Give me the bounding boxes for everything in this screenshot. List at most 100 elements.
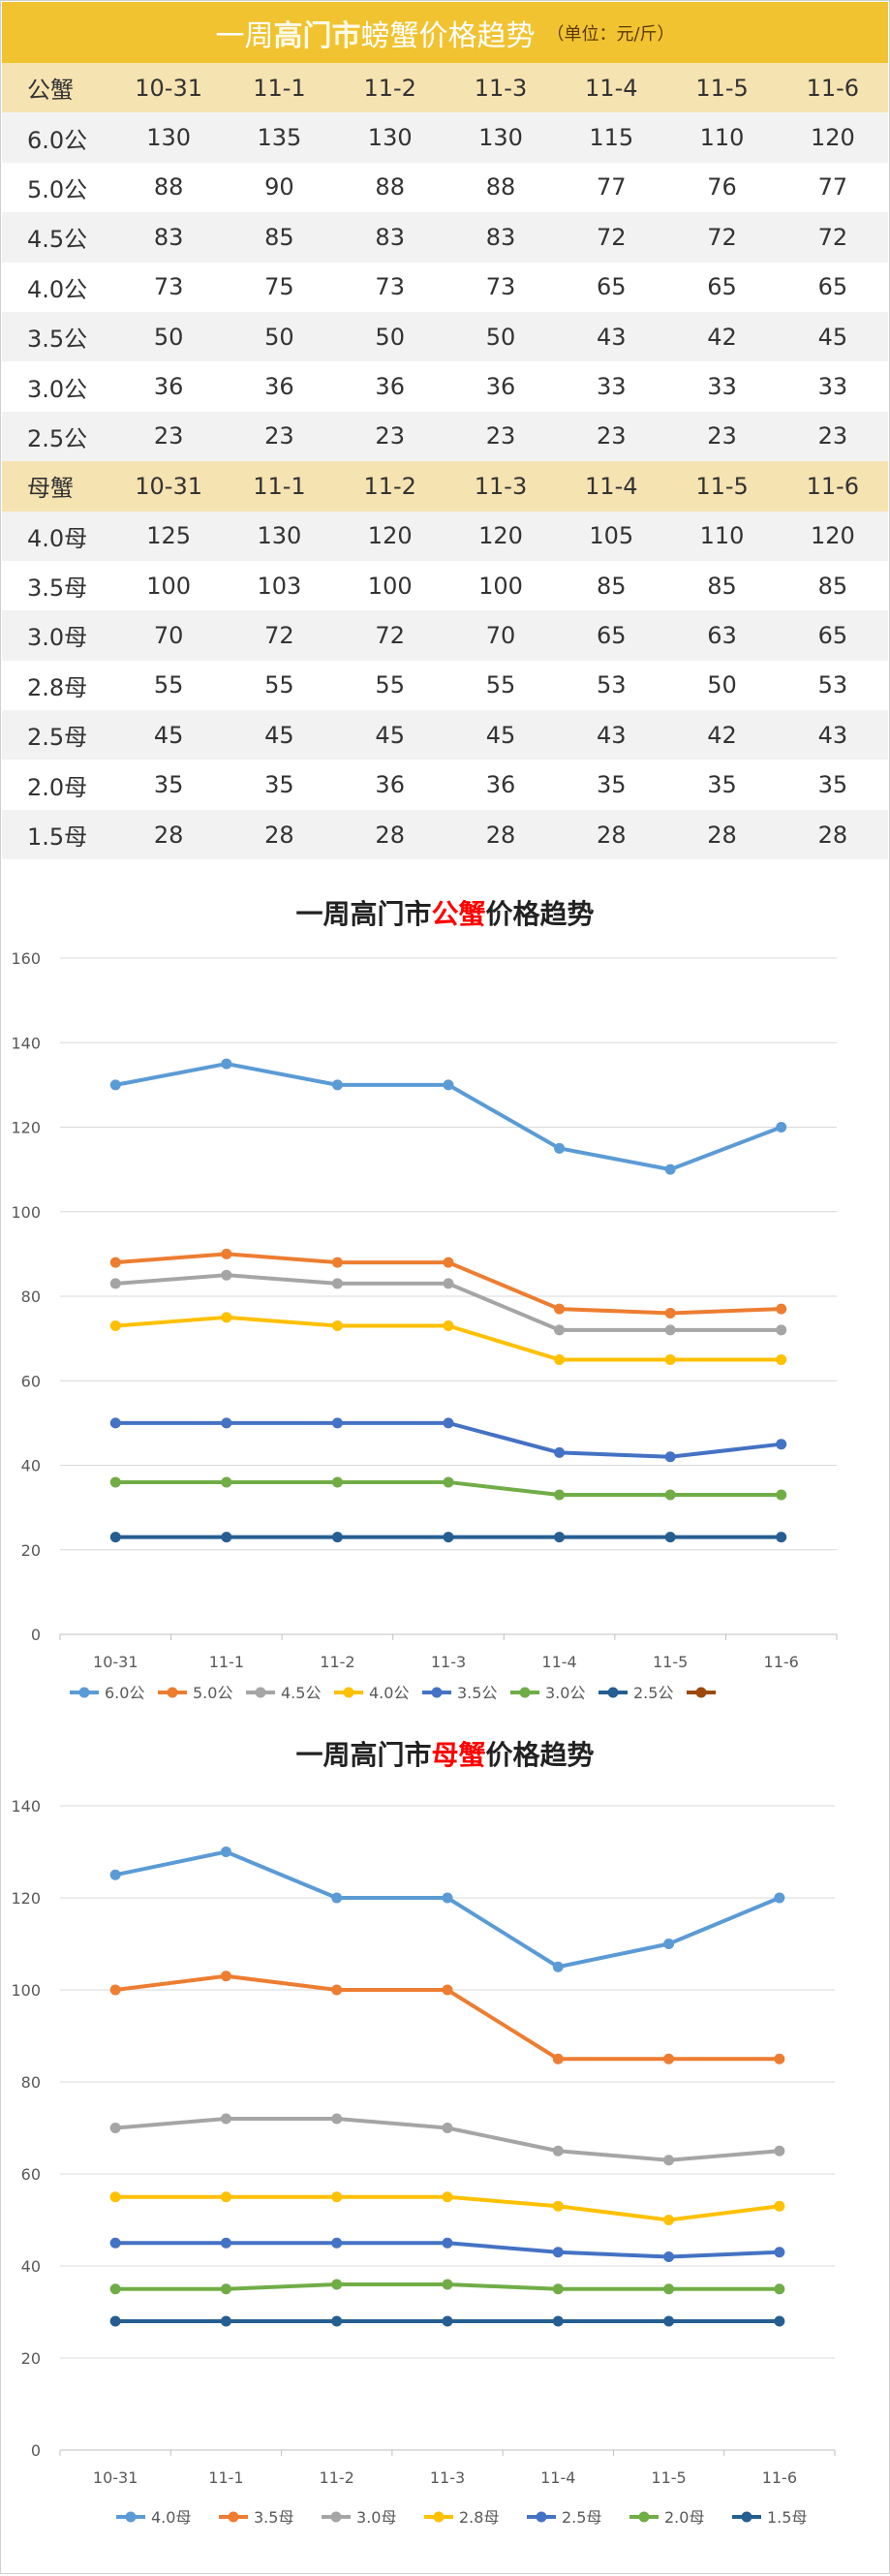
data-point <box>776 1324 787 1336</box>
data-point <box>443 1320 454 1332</box>
price-cell: 72 <box>224 610 335 661</box>
price-cell: 45 <box>777 311 888 362</box>
legend-label: 3.5母 <box>254 2508 293 2527</box>
data-point <box>663 2155 675 2166</box>
legend-label: 4.5公 <box>281 1684 321 1702</box>
price-cell: 11-5 <box>666 63 778 113</box>
data-point <box>109 1984 121 1996</box>
data-point <box>663 2283 675 2295</box>
data-point <box>220 2315 231 2327</box>
y-tick-label: 20 <box>21 2349 41 2368</box>
price-cell: 135 <box>224 112 335 163</box>
row-label-cell: 2.5公 <box>2 411 113 462</box>
price-cell: 50 <box>445 311 557 362</box>
table-row: 4.0母 125 130 120 120 105 110 120 <box>2 511 888 561</box>
table-row: 3.5母 100 103 100 100 85 85 85 <box>2 560 888 611</box>
price-cell: 130 <box>445 112 557 163</box>
legend-label: 1.5母 <box>767 2508 807 2527</box>
price-cell: 23 <box>334 411 445 462</box>
price-cell: 43 <box>556 311 667 362</box>
y-tick-label: 40 <box>21 2257 41 2276</box>
price-cell: 110 <box>666 112 778 163</box>
data-point <box>443 1532 454 1543</box>
data-point <box>774 2145 785 2157</box>
data-point <box>443 1257 454 1268</box>
row-label-cell: 公蟹 <box>2 63 113 113</box>
row-label-cell: 2.5母 <box>2 710 113 760</box>
price-cell: 45 <box>334 710 445 760</box>
chart-title-part: 一周高门市 <box>295 898 431 930</box>
price-cell: 110 <box>666 511 778 561</box>
legend-swatch-marker <box>431 1687 443 1698</box>
legend-swatch-marker <box>228 2511 239 2523</box>
data-point <box>554 1353 566 1365</box>
row-label-cell: 3.0母 <box>2 610 113 661</box>
legend-label: 4.0公 <box>369 1684 409 1702</box>
row-label-cell: 3.5公 <box>2 311 113 362</box>
chart-title-part: 母蟹 <box>431 1739 485 1771</box>
x-tick-label: 11-6 <box>762 2468 797 2487</box>
data-point <box>221 1269 232 1281</box>
price-cell: 28 <box>334 809 445 860</box>
price-cell: 75 <box>224 262 335 312</box>
series-line <box>114 1849 781 1970</box>
legend-swatch-marker <box>695 1687 707 1698</box>
data-point <box>331 1079 343 1091</box>
row-label-cell: 2.8母 <box>2 660 113 711</box>
price-cell: 130 <box>334 112 445 163</box>
table-row: 1.5母 28 28 28 28 28 28 28 <box>2 809 888 860</box>
row-label-cell: 2.0母 <box>2 760 113 810</box>
data-point <box>331 1476 343 1488</box>
data-point <box>442 1984 453 1996</box>
y-tick-label: 80 <box>21 1288 41 1306</box>
table-row: 2.5母 45 45 45 45 43 42 43 <box>2 710 888 760</box>
row-label-cell: 母蟹 <box>2 461 113 512</box>
y-tick-label: 100 <box>11 1203 41 1222</box>
data-point <box>220 2283 231 2295</box>
y-tick-label: 120 <box>11 1119 41 1137</box>
price-cell: 36 <box>334 361 445 412</box>
price-cell: 33 <box>556 361 667 412</box>
price-cell: 85 <box>224 212 335 263</box>
data-point <box>109 2191 121 2203</box>
y-tick-label: 120 <box>11 1889 41 1908</box>
y-tick-label: 60 <box>21 1372 41 1390</box>
legend-label: 3.0公 <box>545 1684 585 1702</box>
price-cell: 36 <box>334 760 445 810</box>
data-point <box>664 1353 676 1365</box>
data-point <box>221 1476 232 1488</box>
data-point <box>663 2315 675 2327</box>
data-point <box>331 1257 343 1268</box>
price-cell: 105 <box>556 511 667 561</box>
data-point <box>776 1489 787 1501</box>
chart-title-part: 价格趋势 <box>486 898 595 930</box>
table-row: 4.0公 73 75 73 73 65 65 65 <box>2 262 888 312</box>
price-cell: 33 <box>777 361 888 412</box>
price-cell: 28 <box>666 809 778 860</box>
data-point <box>664 1307 676 1319</box>
banner-unit: （单位：元/斤） <box>546 23 675 45</box>
price-cell: 33 <box>666 361 778 412</box>
data-point <box>442 2123 453 2133</box>
price-cell: 55 <box>224 660 335 711</box>
table-row: 6.0公 130 135 130 130 115 110 120 <box>2 112 888 163</box>
data-point <box>664 1324 676 1336</box>
y-tick-label: 60 <box>21 2165 41 2184</box>
data-point <box>109 2283 121 2295</box>
price-cell: 120 <box>777 112 888 163</box>
y-tick-label: 40 <box>21 1457 41 1475</box>
price-cell: 72 <box>556 212 667 263</box>
price-cell: 85 <box>666 560 778 611</box>
legend-swatch-marker <box>607 1687 619 1698</box>
data-point <box>774 2247 785 2258</box>
data-point <box>774 2315 785 2327</box>
legend-swatch-marker <box>330 2511 342 2523</box>
banner-part-1: 一周 <box>215 18 274 53</box>
banner-part-3: 螃蟹价格趋势 <box>360 18 536 53</box>
data-point <box>109 1257 121 1268</box>
data-point <box>221 1058 232 1070</box>
x-tick-label: 11-2 <box>320 1653 354 1671</box>
data-point <box>552 1961 564 1972</box>
data-point <box>554 1446 566 1458</box>
price-cell: 11-2 <box>334 63 445 113</box>
